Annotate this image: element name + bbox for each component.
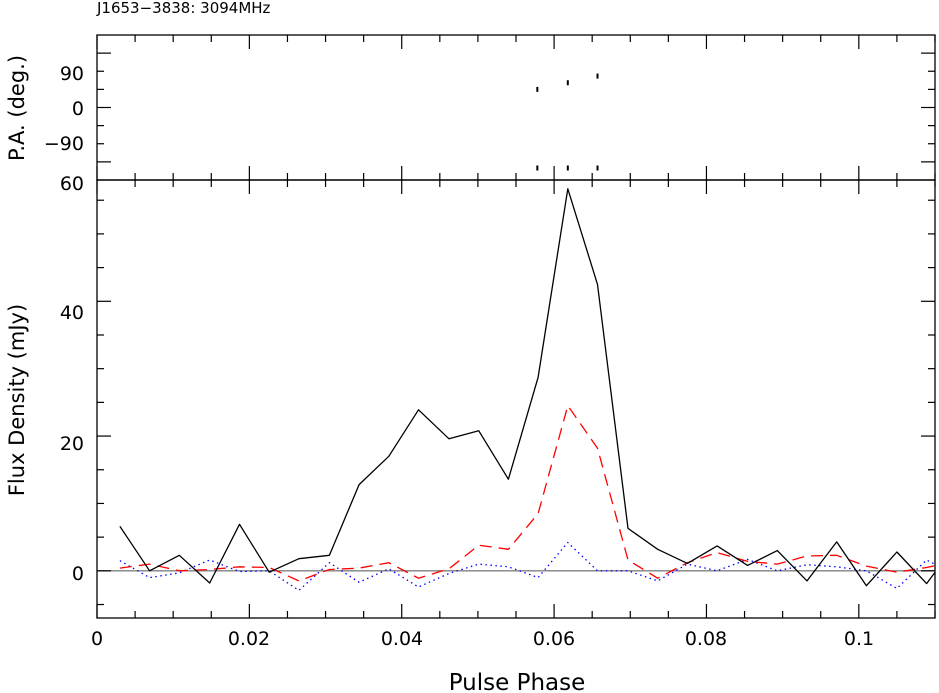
pa-ytick-label: −90 xyxy=(44,133,84,155)
x-axis-label: Pulse Phase xyxy=(449,670,586,693)
pa-point xyxy=(566,165,569,171)
flux-ytick-label: 60 xyxy=(60,173,84,195)
flux-ticks xyxy=(96,180,936,618)
pa-panel-frame xyxy=(96,34,936,181)
xtick-label: 0 xyxy=(91,628,103,650)
flux-ytick-label: 0 xyxy=(72,563,84,585)
pa-ylabel: P.A. (deg.) xyxy=(5,55,29,161)
chart-title: J1653−3838: 3094MHz xyxy=(96,0,271,17)
total-intensity-line xyxy=(119,188,935,587)
pa-point xyxy=(566,80,569,86)
pa-point xyxy=(536,86,539,92)
pa-point xyxy=(596,73,599,79)
flux-panel-frame xyxy=(96,179,936,619)
xtick-label: 0.02 xyxy=(228,628,270,650)
flux-ylabel: Flux Density (mJy) xyxy=(5,304,29,496)
xtick-label: 0.04 xyxy=(381,628,423,650)
flux-ytick-label: 40 xyxy=(60,302,84,324)
pa-points xyxy=(536,73,599,171)
pa-ytick-label: 90 xyxy=(60,63,84,85)
xtick-label: 0.06 xyxy=(533,628,575,650)
pa-ytick-label: 0 xyxy=(72,98,84,120)
pa-ticks xyxy=(96,35,936,180)
flux-ytick-label: 20 xyxy=(60,433,84,455)
pa-point xyxy=(596,165,599,171)
pa-point xyxy=(536,165,539,171)
xtick-label: 0.1 xyxy=(844,628,874,650)
linear-polarization-line xyxy=(119,405,935,582)
flux-series xyxy=(119,188,935,592)
xtick-label: 0.08 xyxy=(685,628,727,650)
